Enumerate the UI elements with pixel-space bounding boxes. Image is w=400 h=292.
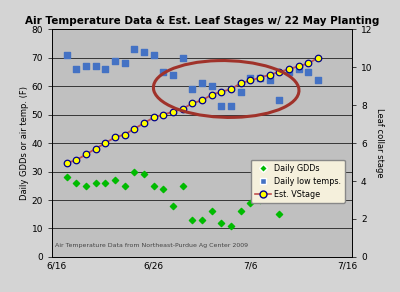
Point — [315, 78, 321, 83]
Point — [266, 72, 273, 77]
Point — [238, 209, 244, 214]
Point — [83, 152, 89, 157]
Point — [73, 158, 79, 162]
Point — [170, 203, 176, 208]
Point — [83, 64, 89, 69]
Point — [131, 126, 138, 131]
Point — [305, 61, 312, 66]
Point — [218, 104, 224, 108]
Point — [189, 218, 196, 222]
Point — [266, 78, 273, 83]
Point — [305, 189, 312, 194]
Point — [199, 218, 205, 222]
Point — [150, 53, 157, 57]
Point — [286, 192, 292, 197]
Point — [315, 186, 321, 191]
Point — [305, 69, 312, 74]
Point — [141, 121, 147, 126]
Point — [238, 81, 244, 86]
Legend: Daily GDDs, Daily low temps., Est. VStage: Daily GDDs, Daily low temps., Est. VStag… — [250, 160, 345, 203]
Point — [92, 64, 99, 69]
Point — [73, 180, 79, 185]
Point — [112, 58, 118, 63]
Point — [131, 169, 138, 174]
Point — [257, 75, 263, 80]
Text: Air Temperature Data from Northeast-Purdue Ag Center 2009: Air Temperature Data from Northeast-Purd… — [55, 243, 248, 248]
Point — [180, 55, 186, 60]
Point — [170, 72, 176, 77]
Point — [208, 209, 215, 214]
Point — [73, 67, 79, 72]
Y-axis label: Leaf collar stage: Leaf collar stage — [375, 108, 384, 178]
Point — [199, 98, 205, 103]
Point — [257, 75, 263, 80]
Point — [247, 201, 254, 205]
Point — [218, 220, 224, 225]
Point — [247, 78, 254, 83]
Point — [276, 98, 283, 103]
Point — [286, 67, 292, 72]
Point — [63, 175, 70, 180]
Point — [218, 89, 224, 94]
Point — [160, 112, 166, 117]
Point — [121, 132, 128, 137]
Point — [199, 81, 205, 86]
Point — [208, 84, 215, 88]
Point — [170, 110, 176, 114]
Point — [180, 107, 186, 111]
Point — [83, 183, 89, 188]
Y-axis label: Daily GDDs or air temp. (F): Daily GDDs or air temp. (F) — [20, 86, 29, 200]
Point — [160, 69, 166, 74]
Point — [150, 115, 157, 120]
Point — [266, 195, 273, 199]
Point — [228, 223, 234, 228]
Point — [315, 55, 321, 60]
Point — [63, 53, 70, 57]
Point — [296, 189, 302, 194]
Point — [150, 183, 157, 188]
Point — [276, 69, 283, 74]
Point — [228, 87, 234, 91]
Point — [112, 135, 118, 140]
Point — [121, 61, 128, 66]
Point — [102, 180, 108, 185]
Point — [112, 178, 118, 182]
Point — [121, 183, 128, 188]
Point — [189, 87, 196, 91]
Point — [102, 141, 108, 145]
Point — [247, 75, 254, 80]
Point — [63, 161, 70, 165]
Point — [180, 183, 186, 188]
Point — [257, 198, 263, 202]
Point — [92, 180, 99, 185]
Point — [296, 64, 302, 69]
Point — [92, 146, 99, 151]
Point — [102, 67, 108, 72]
Point — [276, 212, 283, 217]
Point — [141, 50, 147, 54]
Point — [189, 101, 196, 105]
Point — [228, 104, 234, 108]
Point — [141, 172, 147, 177]
Point — [160, 186, 166, 191]
Point — [286, 69, 292, 74]
Point — [296, 67, 302, 72]
Point — [208, 92, 215, 97]
Title: Air Temperature Data & Est. Leaf Stages w/ 22 May Planting: Air Temperature Data & Est. Leaf Stages … — [25, 16, 379, 26]
Point — [131, 47, 138, 51]
Point — [238, 89, 244, 94]
